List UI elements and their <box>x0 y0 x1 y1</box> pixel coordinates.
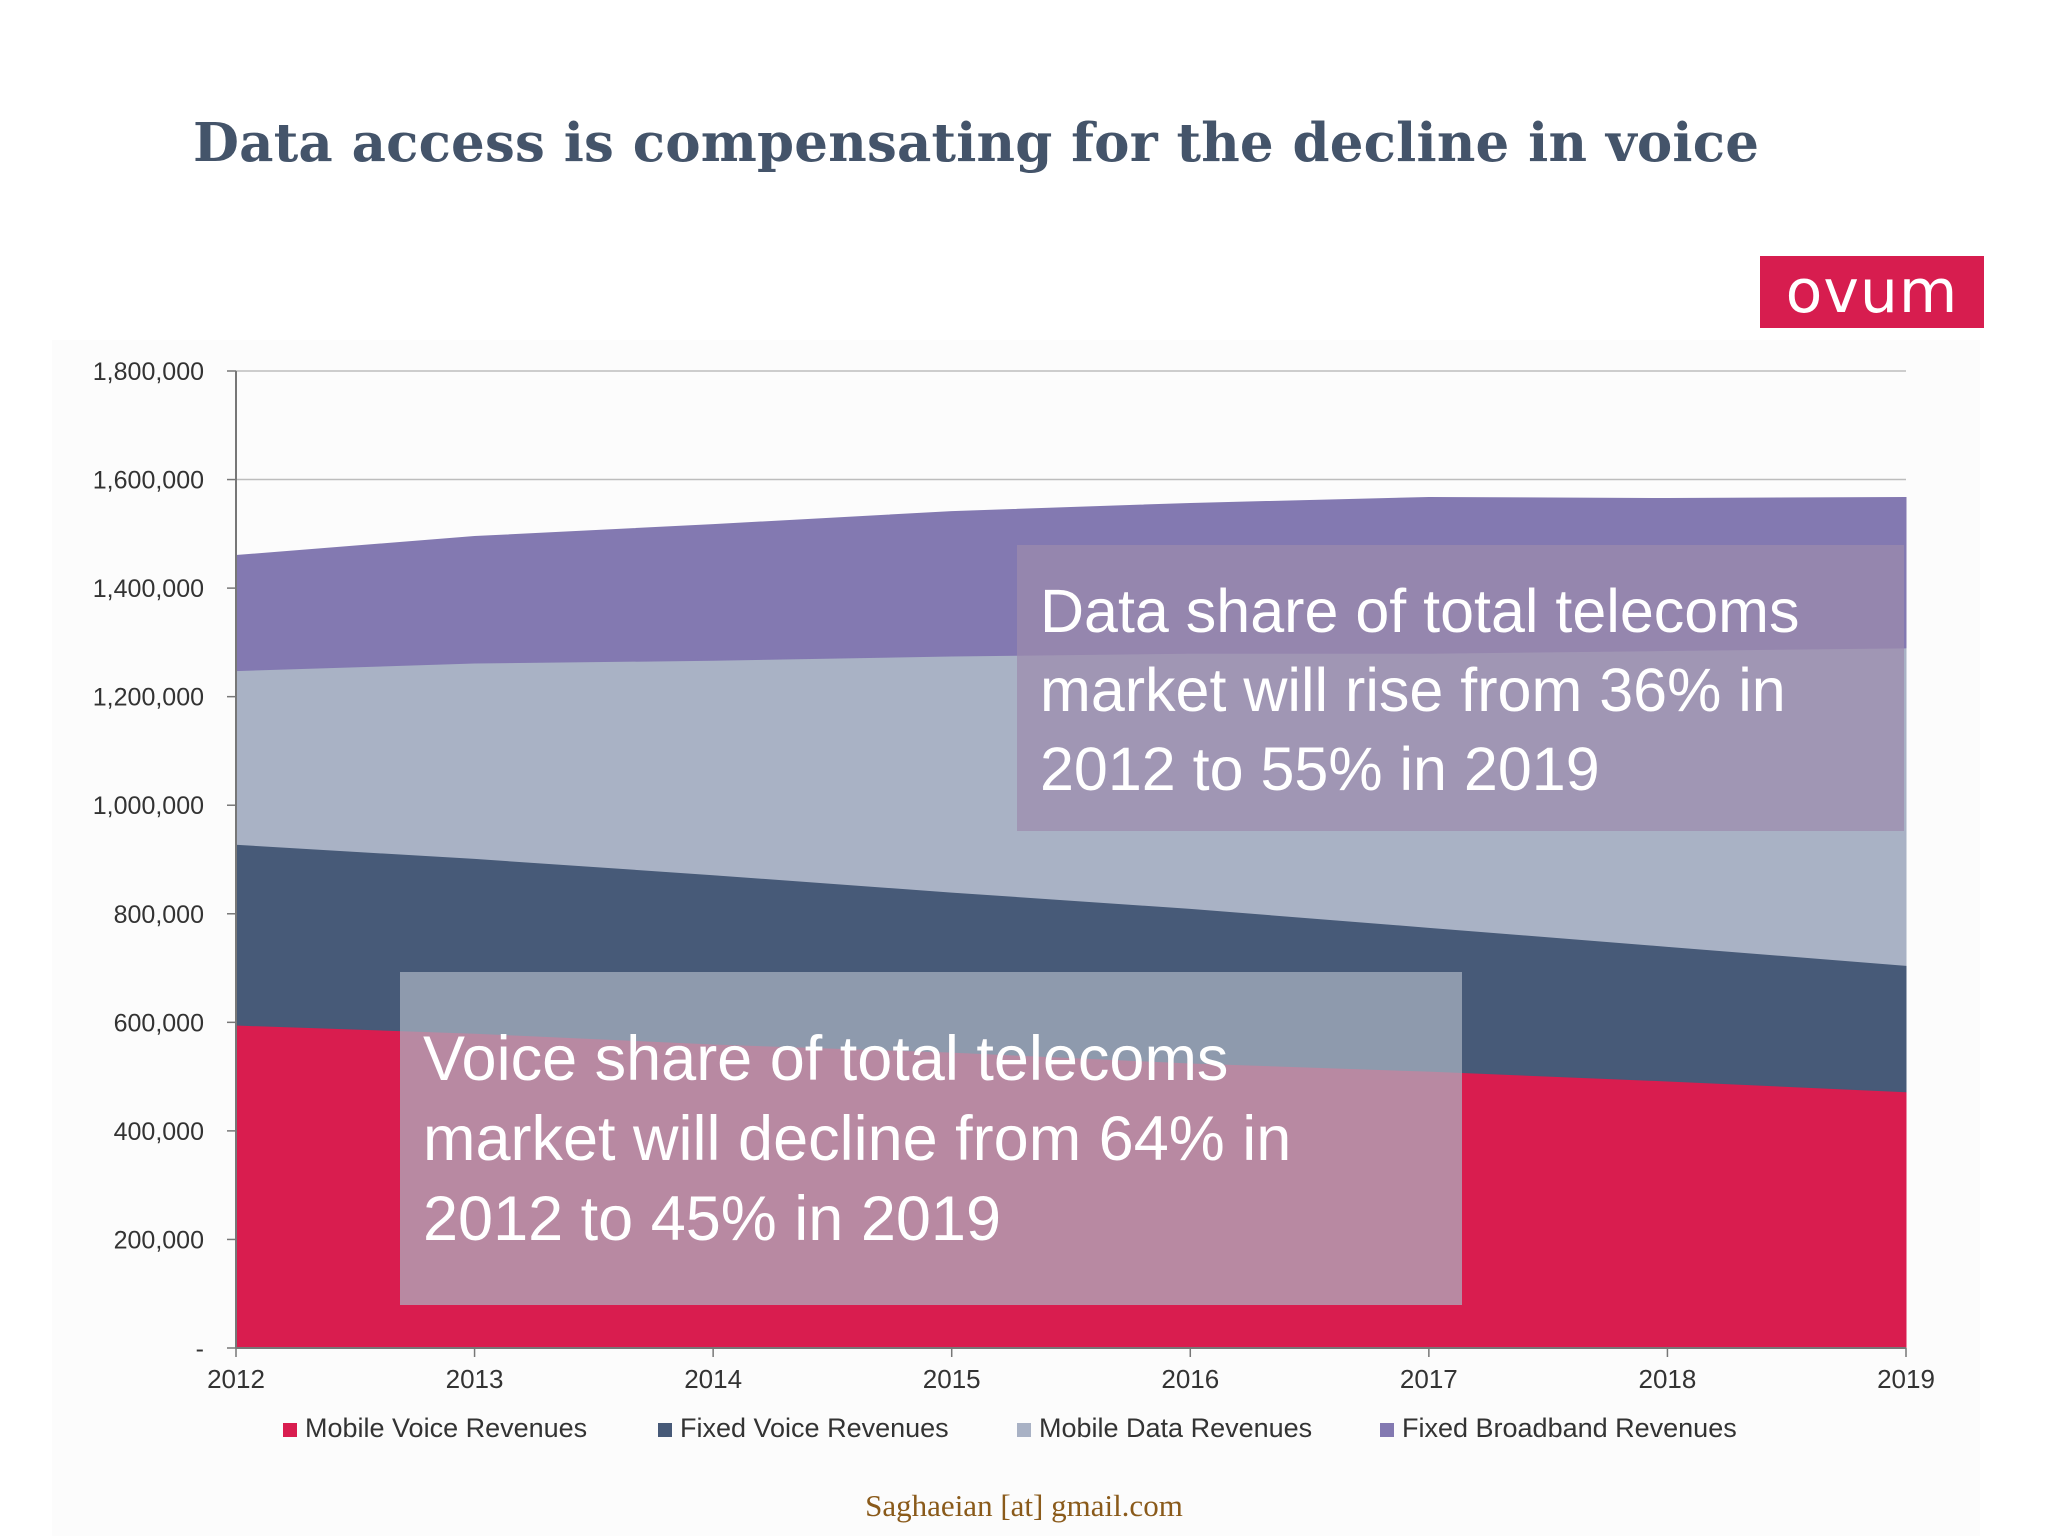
y-tick-label: 1,800,000 <box>93 358 204 386</box>
x-tick-label: 2014 <box>684 1364 742 1394</box>
y-tick-label: 1,400,000 <box>93 575 204 603</box>
y-tick-label: 800,000 <box>114 901 204 929</box>
legend-swatch <box>283 1423 297 1437</box>
x-tick-label: 2017 <box>1400 1364 1458 1394</box>
annotation-text: Data share of total telecoms <box>1040 577 1800 645</box>
ovum-logo: ovum <box>1760 256 1984 328</box>
annotation-text: market will rise from 36% in <box>1040 656 1786 724</box>
y-tick-label: 400,000 <box>114 1118 204 1146</box>
x-tick-label: 2015 <box>923 1364 981 1394</box>
annotation-text: 2012 to 45% in 2019 <box>423 1184 1001 1254</box>
legend-swatch <box>1380 1423 1394 1437</box>
y-tick-label: 200,000 <box>114 1226 204 1254</box>
annotation-box <box>1017 545 1904 831</box>
legend-label: Mobile Voice Revenues <box>305 1413 587 1443</box>
legend-swatch <box>1017 1423 1031 1437</box>
annotation-box <box>400 972 1462 1305</box>
y-tick-label: 1,200,000 <box>93 684 204 712</box>
slide-title: Data access is compensating for the decl… <box>193 112 1760 174</box>
y-tick-label: - <box>196 1335 204 1363</box>
legend-label: Fixed Voice Revenues <box>680 1413 949 1443</box>
annotation-text: market will decline from 64% in <box>423 1104 1291 1174</box>
footer-email: Saghaeian [at] gmail.com <box>865 1488 1183 1523</box>
annotation-text: 2012 to 55% in 2019 <box>1040 735 1600 803</box>
x-tick-label: 2012 <box>207 1364 265 1394</box>
y-tick-label: 1,000,000 <box>93 792 204 820</box>
legend-swatch <box>658 1423 672 1437</box>
y-tick-label: 600,000 <box>114 1009 204 1037</box>
x-tick-label: 2016 <box>1161 1364 1219 1394</box>
x-tick-label: 2013 <box>446 1364 504 1394</box>
legend-label: Fixed Broadband Revenues <box>1402 1413 1737 1443</box>
legend-label: Mobile Data Revenues <box>1039 1413 1312 1443</box>
annotation-text: Voice share of total telecoms <box>423 1024 1228 1094</box>
y-tick-label: 1,600,000 <box>93 467 204 495</box>
x-tick-label: 2019 <box>1877 1364 1935 1394</box>
x-tick-label: 2018 <box>1639 1364 1697 1394</box>
